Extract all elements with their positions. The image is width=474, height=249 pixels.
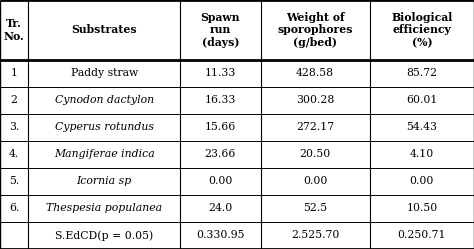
- Text: Cynodon dactylon: Cynodon dactylon: [55, 95, 154, 105]
- Text: 20.50: 20.50: [300, 149, 331, 159]
- Text: 24.0: 24.0: [208, 203, 233, 213]
- Text: Tr.
No.: Tr. No.: [4, 18, 25, 42]
- Text: Mangiferae indica: Mangiferae indica: [54, 149, 155, 159]
- Text: 0.00: 0.00: [410, 176, 434, 187]
- Text: Icornia sp: Icornia sp: [77, 176, 132, 187]
- Text: 2: 2: [11, 95, 18, 105]
- Text: Substrates: Substrates: [72, 24, 137, 35]
- Text: 60.01: 60.01: [406, 95, 438, 105]
- Text: 85.72: 85.72: [406, 68, 438, 78]
- Text: 1: 1: [11, 68, 18, 78]
- Text: Weight of
sporophores
(g/bed): Weight of sporophores (g/bed): [277, 12, 353, 48]
- Text: 15.66: 15.66: [205, 122, 236, 132]
- Text: 10.50: 10.50: [406, 203, 438, 213]
- Text: 4.10: 4.10: [410, 149, 434, 159]
- Text: 0.250.71: 0.250.71: [398, 231, 446, 241]
- Text: 5.: 5.: [9, 176, 19, 187]
- Text: 428.58: 428.58: [296, 68, 334, 78]
- Text: Cyperus rotundus: Cyperus rotundus: [55, 122, 154, 132]
- Text: 6.: 6.: [9, 203, 19, 213]
- Text: 272.17: 272.17: [296, 122, 334, 132]
- Text: Biological
efficiency
(%): Biological efficiency (%): [391, 12, 453, 48]
- Text: 11.33: 11.33: [205, 68, 236, 78]
- Text: 0.00: 0.00: [303, 176, 328, 187]
- Text: 54.43: 54.43: [406, 122, 438, 132]
- Text: 4.: 4.: [9, 149, 19, 159]
- Text: 52.5: 52.5: [303, 203, 327, 213]
- Text: Paddy straw: Paddy straw: [71, 68, 138, 78]
- Text: S.EdCD(p = 0.05): S.EdCD(p = 0.05): [55, 230, 154, 241]
- Text: 2.525.70: 2.525.70: [291, 231, 339, 241]
- Text: 16.33: 16.33: [205, 95, 236, 105]
- Text: 3.: 3.: [9, 122, 19, 132]
- Text: Spawn
run
(days): Spawn run (days): [201, 12, 240, 48]
- Text: 0.00: 0.00: [208, 176, 233, 187]
- Text: Thespesia populanea: Thespesia populanea: [46, 203, 162, 213]
- Text: 0.330.95: 0.330.95: [196, 231, 245, 241]
- Text: 300.28: 300.28: [296, 95, 334, 105]
- Text: 23.66: 23.66: [205, 149, 236, 159]
